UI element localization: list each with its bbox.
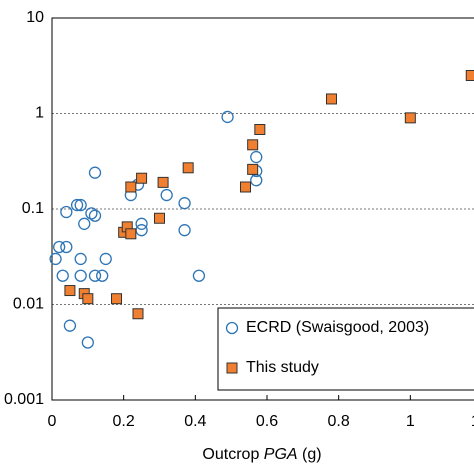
- square-marker: [132, 308, 144, 320]
- circle-marker: [81, 336, 94, 349]
- square-marker: [226, 362, 238, 374]
- circle-marker: [78, 217, 91, 230]
- x-axis-label: Outcrop PGA (g): [202, 446, 321, 463]
- circle-marker: [70, 198, 84, 212]
- circle-marker: [88, 166, 102, 179]
- square-marker: [404, 112, 416, 124]
- square-marker: [326, 93, 337, 105]
- circle-marker: [135, 224, 148, 237]
- circle-marker: [60, 205, 73, 219]
- square-marker: [182, 162, 194, 174]
- x-label-part: PGA: [264, 446, 298, 463]
- x-label-part: Outcrop: [202, 446, 263, 463]
- x-tick-label: 0.2: [113, 413, 135, 430]
- square-marker: [254, 123, 266, 135]
- x-label-part: (g): [298, 446, 322, 463]
- circle-marker: [88, 269, 102, 282]
- legend-label: This study: [246, 359, 319, 376]
- square-marker: [136, 172, 148, 184]
- circle-marker: [96, 269, 109, 282]
- square-marker: [82, 293, 94, 305]
- x-tick-label: 0: [48, 413, 57, 430]
- circle-marker: [88, 209, 102, 222]
- legend-box: [217, 307, 474, 391]
- circle-marker: [74, 269, 87, 282]
- y-tick-label: 0.1: [22, 200, 44, 217]
- circle-marker: [160, 188, 173, 202]
- circle-marker: [135, 217, 148, 230]
- y-tick-label: 0.001: [4, 391, 44, 408]
- x-tick-label: 1: [406, 413, 415, 430]
- square-marker: [154, 212, 165, 224]
- legend-label: ECRD (Swaisgood, 2003): [246, 319, 429, 336]
- x-tick-label: 1.2: [471, 413, 474, 430]
- x-tick-label: 0.8: [328, 413, 350, 430]
- circle-marker: [99, 252, 112, 266]
- square-marker: [465, 69, 474, 81]
- y-tick-label: 0.01: [13, 296, 44, 313]
- circle-marker: [225, 321, 239, 335]
- x-tick-label: 0.4: [184, 413, 206, 430]
- y-tick-label: 1: [35, 105, 44, 122]
- circle-marker: [74, 252, 87, 266]
- y-tick-label: 10: [26, 9, 44, 26]
- circle-marker: [178, 224, 191, 237]
- square-marker: [247, 163, 259, 175]
- square-marker: [247, 139, 259, 151]
- circle-marker: [56, 269, 69, 282]
- circle-marker: [53, 240, 66, 254]
- circle-marker: [85, 207, 98, 220]
- circle-marker: [178, 197, 191, 210]
- circle-marker: [221, 110, 234, 124]
- square-marker: [125, 181, 137, 193]
- circle-marker: [63, 319, 77, 332]
- x-tick-label: 0.6: [256, 413, 278, 430]
- plot-frame: [51, 17, 474, 401]
- square-marker: [157, 176, 169, 188]
- square-marker: [240, 181, 251, 193]
- square-marker: [64, 285, 76, 297]
- circle-marker: [250, 150, 263, 164]
- circle-marker: [49, 252, 62, 266]
- square-marker: [125, 228, 137, 240]
- square-marker: [111, 293, 122, 305]
- circle-marker: [192, 269, 206, 282]
- circle-marker: [60, 240, 73, 254]
- circle-marker: [74, 198, 87, 212]
